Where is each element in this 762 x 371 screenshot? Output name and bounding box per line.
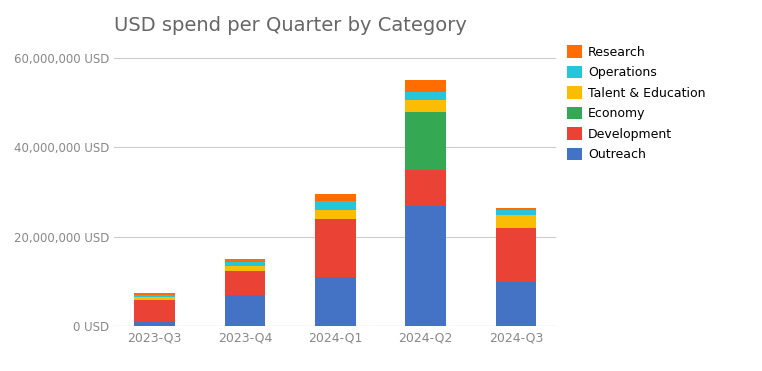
Bar xyxy=(495,214,536,228)
Bar xyxy=(225,262,265,266)
Bar xyxy=(134,322,175,326)
Bar xyxy=(495,282,536,326)
Bar xyxy=(315,201,356,210)
Bar xyxy=(405,170,446,206)
Bar xyxy=(495,228,536,282)
Text: USD spend per Quarter by Category: USD spend per Quarter by Category xyxy=(114,16,467,35)
Bar xyxy=(225,270,265,295)
Bar xyxy=(315,219,356,277)
Bar xyxy=(495,210,536,214)
Bar xyxy=(315,210,356,219)
Bar xyxy=(315,277,356,326)
Bar xyxy=(134,295,175,298)
Bar xyxy=(225,266,265,270)
Bar xyxy=(405,112,446,170)
Legend: Research, Operations, Talent & Education, Economy, Development, Outreach: Research, Operations, Talent & Education… xyxy=(567,45,706,161)
Bar xyxy=(405,92,446,101)
Bar xyxy=(225,295,265,326)
Bar xyxy=(405,206,446,326)
Bar xyxy=(134,298,175,300)
Bar xyxy=(495,208,536,210)
Bar xyxy=(225,259,265,262)
Bar xyxy=(405,81,446,92)
Bar xyxy=(134,293,175,295)
Bar xyxy=(134,300,175,322)
Bar xyxy=(405,101,446,112)
Bar xyxy=(315,194,356,201)
